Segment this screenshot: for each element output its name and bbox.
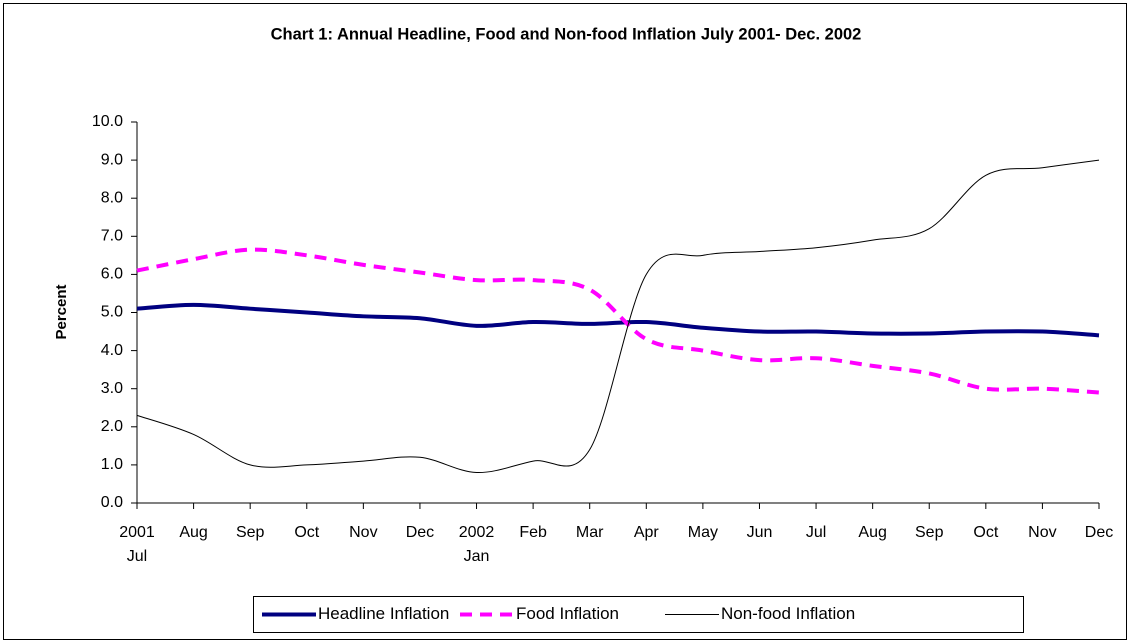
y-tick-label: 3.0 bbox=[101, 380, 123, 397]
x-tick-label: Aug bbox=[858, 524, 886, 541]
y-tick-label: 8.0 bbox=[101, 189, 123, 206]
y-tick-label: 1.0 bbox=[101, 456, 123, 473]
x-tick-label: Feb bbox=[519, 524, 547, 541]
y-axis-label: Percent bbox=[53, 284, 70, 339]
x-tick-label: Jan bbox=[464, 548, 490, 565]
x-tick-label: Oct bbox=[294, 524, 319, 541]
x-tick-label: Sep bbox=[236, 524, 265, 541]
y-tick-label: 9.0 bbox=[101, 151, 123, 168]
x-tick-label: Jun bbox=[747, 524, 773, 541]
y-tick-label: 6.0 bbox=[101, 266, 123, 283]
x-tick-label: 2002 bbox=[459, 524, 495, 541]
x-tick-label: Jul bbox=[806, 524, 826, 541]
y-tick-label: 10.0 bbox=[92, 113, 123, 130]
x-tick-label: Jul bbox=[127, 548, 147, 565]
x-tick-label: Apr bbox=[634, 524, 660, 541]
legend-box bbox=[253, 596, 1024, 633]
x-tick-label: May bbox=[688, 524, 718, 541]
y-tick-label: 4.0 bbox=[101, 342, 123, 359]
legend-text: Headline Inflation bbox=[318, 604, 449, 623]
x-tick-label: Dec bbox=[406, 524, 434, 541]
x-tick-label: Nov bbox=[349, 524, 377, 541]
y-tick-label: 5.0 bbox=[101, 304, 123, 321]
y-tick-label: 7.0 bbox=[101, 228, 123, 245]
x-tick-label: 2001 bbox=[119, 524, 155, 541]
series-line bbox=[136, 159, 1100, 474]
x-tick-label: Mar bbox=[576, 524, 604, 541]
x-tick-label: Nov bbox=[1028, 524, 1056, 541]
y-tick-label: 0.0 bbox=[101, 494, 123, 511]
y-tick-label: 2.0 bbox=[101, 418, 123, 435]
legend-text: Food Inflation bbox=[516, 604, 619, 623]
x-tick-label: Sep bbox=[915, 524, 944, 541]
x-tick-label: Oct bbox=[973, 524, 998, 541]
chart-title: Chart 1: Annual Headline, Food and Non-f… bbox=[271, 25, 862, 43]
x-tick-label: Dec bbox=[1085, 524, 1113, 541]
legend-text: Non-food Inflation bbox=[721, 604, 855, 623]
series-line bbox=[136, 247, 1100, 395]
series-line bbox=[136, 302, 1100, 338]
x-tick-label: Aug bbox=[179, 524, 207, 541]
